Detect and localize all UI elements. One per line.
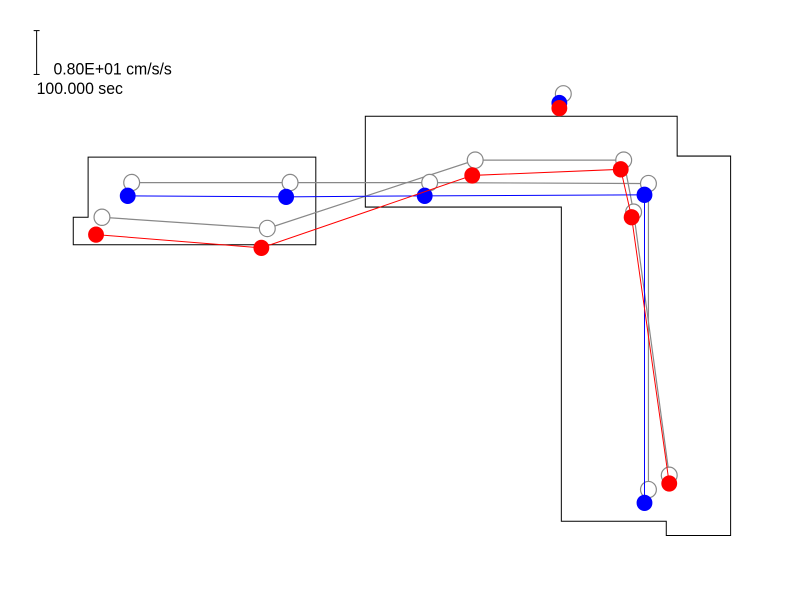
red-nodes xyxy=(88,99,678,492)
gray-nodes xyxy=(93,85,678,499)
gray-line xyxy=(131,181,650,490)
node xyxy=(636,494,653,512)
node xyxy=(416,187,433,204)
node xyxy=(253,239,270,257)
time-label: 100.000 sec xyxy=(37,80,123,98)
node xyxy=(119,187,136,204)
original-shape xyxy=(93,85,678,499)
node xyxy=(623,209,640,226)
node xyxy=(661,475,678,492)
outline-right xyxy=(364,115,732,537)
blue-line xyxy=(127,194,645,503)
node xyxy=(281,173,299,192)
node xyxy=(278,188,295,206)
node xyxy=(636,186,653,203)
node xyxy=(551,99,568,117)
node xyxy=(88,226,104,243)
outline-left xyxy=(72,156,317,246)
red-line xyxy=(95,168,670,484)
node xyxy=(466,151,484,169)
scale-bar: 0.80E+01 cm/s/s 100.000 sec xyxy=(33,30,172,98)
node xyxy=(612,161,629,178)
building-outline xyxy=(72,115,732,537)
red-shape xyxy=(88,99,678,492)
node xyxy=(93,208,111,227)
gray-line xyxy=(101,159,670,476)
node xyxy=(464,167,481,184)
scale-label: 0.80E+01 cm/s/s xyxy=(53,60,171,78)
node xyxy=(258,219,276,238)
